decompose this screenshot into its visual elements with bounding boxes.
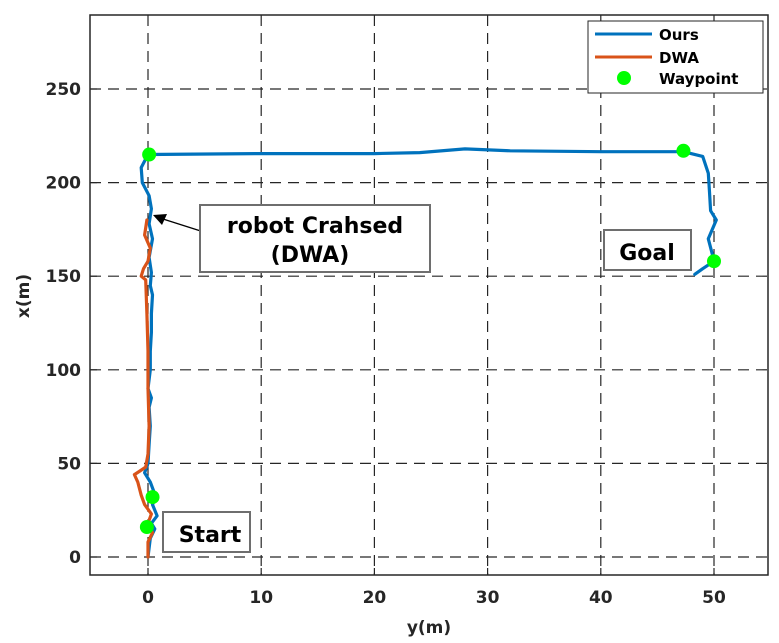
x-tick-label: 30 (476, 588, 500, 608)
x-tick-labels: 0 10 20 30 40 50 (142, 588, 726, 608)
grid-lines (90, 15, 768, 575)
waypoint-marker-icon (142, 147, 157, 162)
legend-label-waypoint: Waypoint (659, 70, 738, 88)
waypoint-marker-icon (676, 143, 691, 158)
start-label: Start (179, 523, 242, 548)
annotation-crash-line2: (DWA) (271, 243, 350, 268)
waypoint-marker-icon (707, 254, 721, 269)
legend-label-ours: Ours (659, 26, 699, 44)
x-axis-label: y(m) (407, 618, 451, 638)
x-tick-label: 10 (249, 588, 273, 608)
x-tick-label: 50 (702, 588, 726, 608)
goal-label: Goal (619, 241, 675, 266)
y-tick-label: 200 (46, 174, 82, 194)
annotation-start: Start (162, 511, 251, 553)
tick-marks (90, 88, 715, 575)
x-tick-label: 20 (363, 588, 387, 608)
legend: Ours DWA Waypoint (587, 20, 764, 94)
arrow-head-icon (153, 214, 167, 225)
waypoint-markers (139, 143, 721, 535)
annotation-crash-line1: robot Crahsed (227, 214, 403, 239)
y-tick-label: 100 (46, 361, 82, 381)
annotation-box (199, 204, 431, 273)
plot-area (90, 15, 768, 575)
legend-label-dwa: DWA (659, 49, 699, 67)
y-tick-labels: 0 50 100 150 200 250 (46, 80, 82, 568)
axes-box (89, 14, 769, 576)
waypoint-marker-icon (145, 490, 160, 505)
y-tick-label: 0 (69, 548, 81, 568)
y-tick-label: 50 (57, 454, 81, 474)
goal-box (603, 229, 692, 271)
series-dwa-line (132, 218, 155, 559)
series-ours-line (139, 147, 718, 559)
annotation-goal: Goal (603, 229, 692, 271)
y-axis-label: x(m) (14, 274, 34, 318)
x-tick-label: 0 (142, 588, 154, 608)
y-tick-label: 150 (46, 267, 82, 287)
start-box (162, 511, 251, 553)
waypoint-marker-icon (139, 520, 154, 535)
x-tick-label: 40 (589, 588, 613, 608)
legend-marker-waypoint-icon (617, 71, 631, 85)
y-tick-label: 250 (46, 80, 82, 100)
annotation-robot-crashed: robot Crahsed (DWA) (153, 204, 431, 273)
series-lines (132, 147, 718, 559)
